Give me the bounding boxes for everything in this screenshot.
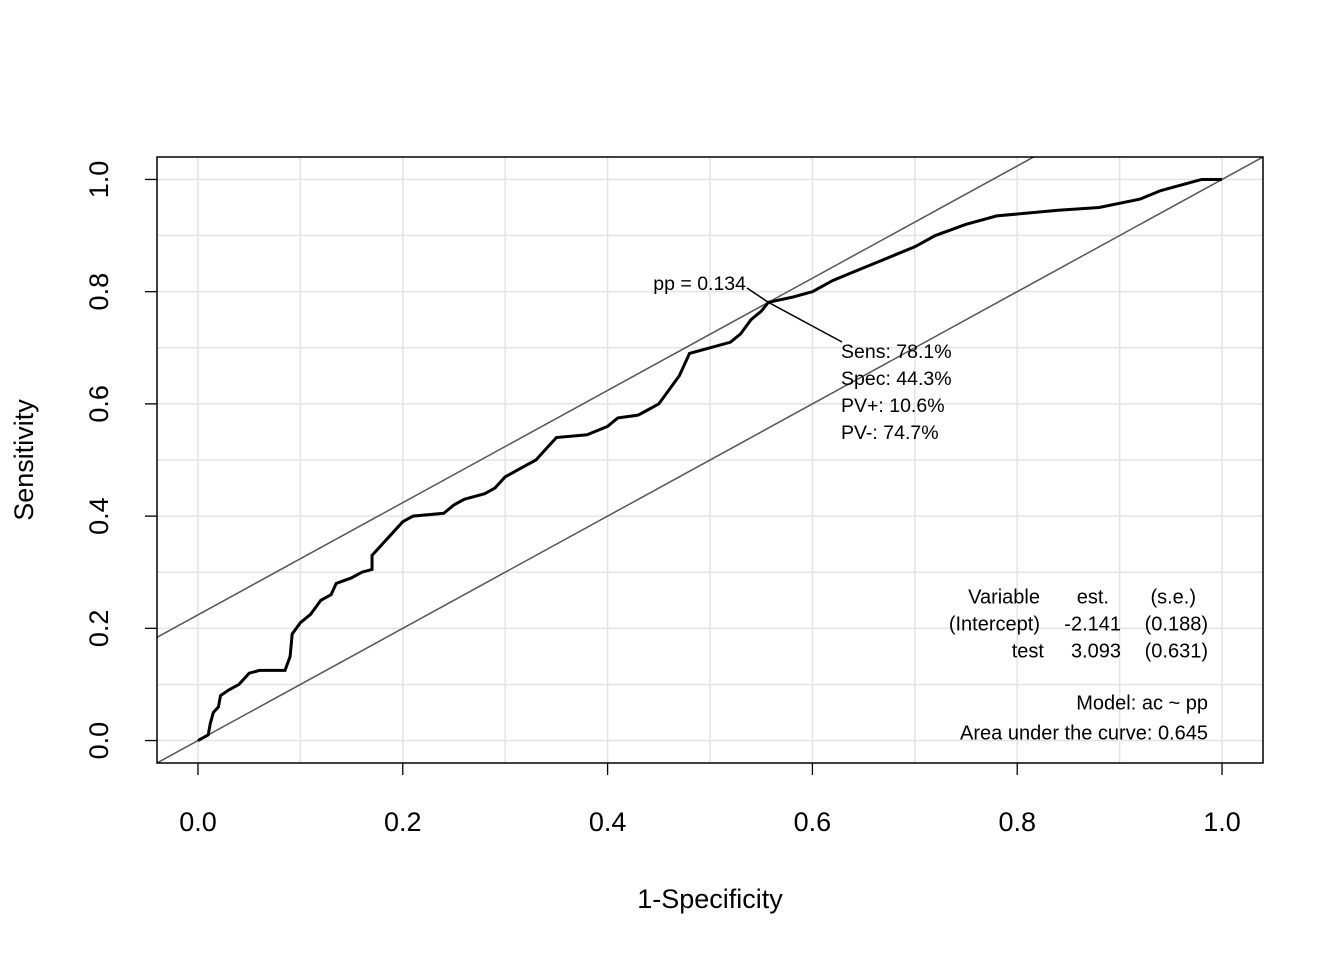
table-cell: (0.188): [1145, 613, 1208, 635]
annotation: Spec: 44.3%: [841, 368, 952, 390]
x-tick-label: 0.4: [589, 807, 627, 837]
auc-text: Area under the curve: 0.645: [960, 722, 1208, 744]
table-cell: (0.631): [1145, 640, 1208, 662]
table-header: est.: [1077, 586, 1109, 608]
table-header: (s.e.): [1150, 586, 1196, 608]
y-tick-label: 1.0: [84, 161, 114, 199]
x-tick-label: 1.0: [1203, 807, 1241, 837]
y-tick-label: 0.8: [84, 273, 114, 311]
table-header: Variable: [968, 586, 1040, 608]
annotation: pp = 0.134: [653, 273, 746, 295]
annotation: PV+: 10.6%: [841, 395, 945, 417]
y-tick-label: 0.4: [84, 497, 114, 535]
annotation: Sens: 78.1%: [841, 341, 952, 363]
x-tick-label: 0.2: [384, 807, 422, 837]
pointer: [746, 287, 769, 303]
annotation: PV-: 74.7%: [841, 422, 939, 444]
y-tick-label: 0.0: [84, 722, 114, 760]
roc-curve: [197, 177, 1223, 742]
plot-frame: [156, 156, 1264, 764]
y-tick-label: 0.2: [84, 610, 114, 648]
table-cell: test: [1012, 640, 1045, 662]
x-tick-label: 0.6: [794, 807, 832, 837]
reference-line: [157, 157, 1263, 763]
table-cell: 3.093: [1071, 640, 1121, 662]
pointer: [768, 301, 843, 343]
reference-line: [157, 157, 1036, 638]
table-cell: (Intercept): [949, 613, 1040, 635]
y-tick-label: 0.6: [84, 385, 114, 423]
x-tick-label: 0.8: [998, 807, 1036, 837]
model-text: Model: ac ~ pp: [1076, 692, 1208, 714]
table-cell: -2.141: [1064, 613, 1121, 635]
x-axis-label: 1-Specificity: [637, 884, 783, 914]
x-tick-label: 0.0: [179, 807, 217, 837]
y-axis-label: Sensitivity: [9, 399, 39, 521]
